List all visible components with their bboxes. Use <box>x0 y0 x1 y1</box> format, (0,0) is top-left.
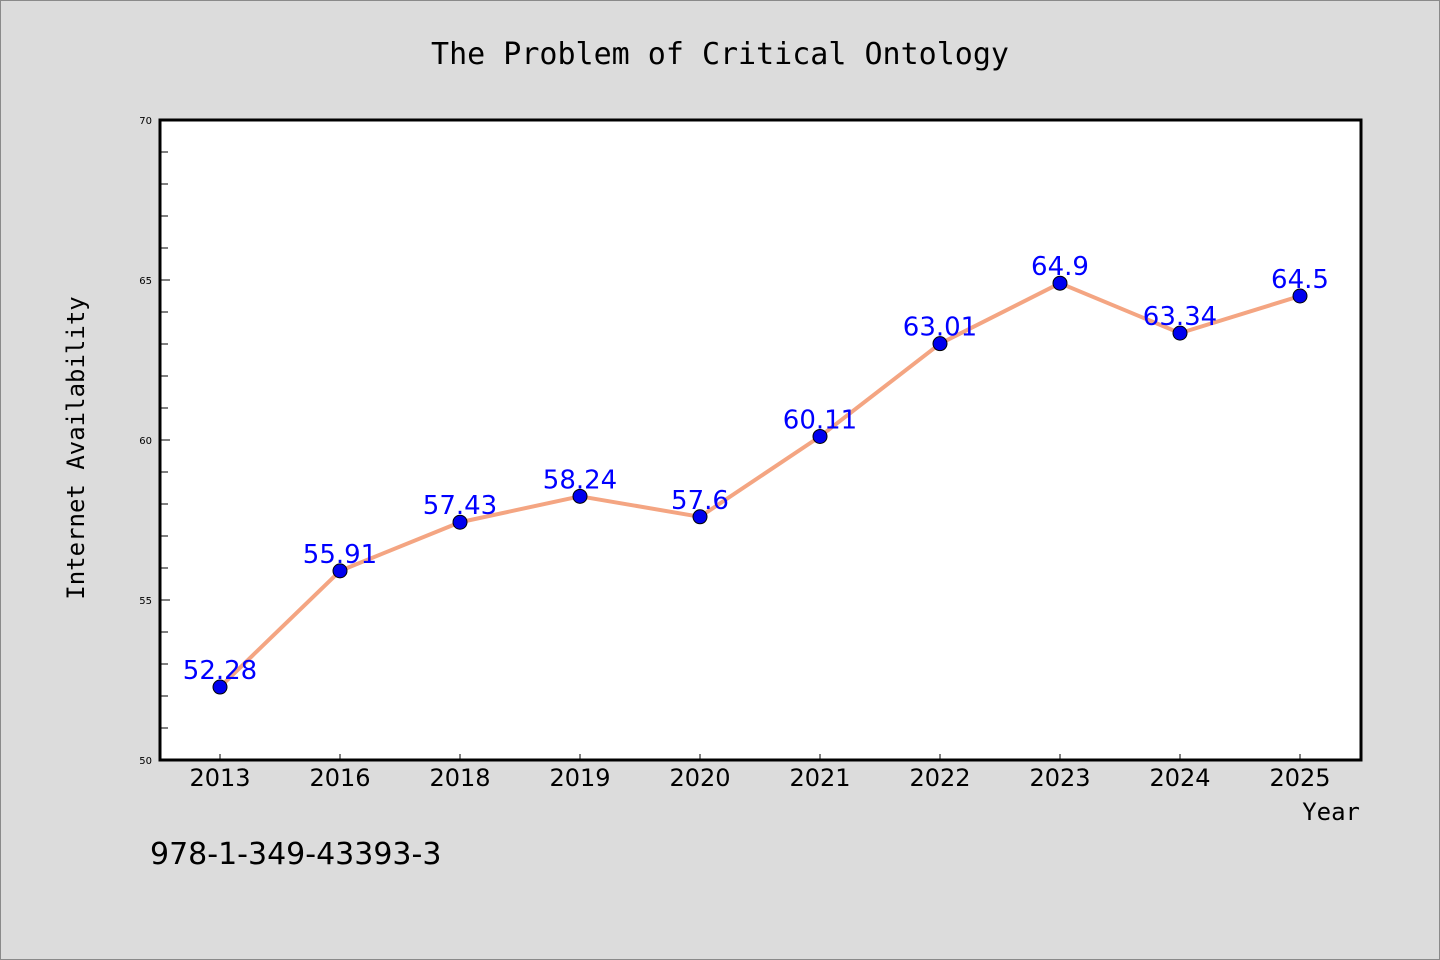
y-tick-label: 50 <box>139 756 152 767</box>
x-tick-label: 2020 <box>669 764 730 792</box>
data-label: 55.91 <box>303 540 377 570</box>
data-label: 57.43 <box>423 491 497 521</box>
x-tick-label: 2024 <box>1149 764 1210 792</box>
x-tick-label: 2013 <box>189 764 250 792</box>
data-point[interactable] <box>812 428 828 444</box>
data-point[interactable] <box>572 488 588 504</box>
data-label: 57.6 <box>671 486 729 516</box>
x-axis: 2013 2016 2018 2019 2020 2021 2022 2023 2024 2025 <box>189 754 1331 792</box>
chart-title: The Problem of Critical Ontology <box>431 37 1009 72</box>
x-axis-label: Year <box>1302 798 1360 826</box>
x-tick-label: 2018 <box>429 764 490 792</box>
data-label: 64.5 <box>1271 265 1329 295</box>
y-axis-label: Internet Availability <box>62 296 90 599</box>
y-tick-label: 70 <box>139 116 152 127</box>
data-point[interactable] <box>932 336 948 352</box>
series-group: 52.28 55.91 57.43 58.24 57.6 60.11 63.01 64.9 63… <box>183 252 1329 695</box>
y-tick-label: 55 <box>139 596 152 607</box>
y-tick-label: 60 <box>139 436 152 447</box>
isbn-footnote: 978-1-349-43393-3 <box>150 837 441 872</box>
data-point[interactable] <box>1172 325 1188 341</box>
data-label: 63.34 <box>1143 302 1217 332</box>
data-label: 64.9 <box>1031 252 1089 282</box>
data-label: 63.01 <box>903 313 977 343</box>
data-label: 58.24 <box>543 465 617 495</box>
x-tick-label: 2016 <box>309 764 370 792</box>
data-point[interactable] <box>212 679 228 695</box>
plot-area <box>158 118 1363 762</box>
x-tick-label: 2023 <box>1029 764 1090 792</box>
data-point[interactable] <box>692 509 708 525</box>
data-label: 60.11 <box>783 405 857 435</box>
y-axis: 50 55 60 65 70 <box>139 116 170 767</box>
x-tick-label: 2019 <box>549 764 610 792</box>
data-point[interactable] <box>1292 288 1308 304</box>
data-point[interactable] <box>1052 275 1068 291</box>
x-tick-label: 2021 <box>789 764 850 792</box>
x-tick-label: 2022 <box>909 764 970 792</box>
data-point[interactable] <box>452 514 468 530</box>
series-line <box>218 281 1302 690</box>
x-tick-label: 2025 <box>1269 764 1330 792</box>
data-label: 52.28 <box>183 656 257 686</box>
y-tick-label: 65 <box>139 276 152 287</box>
data-point[interactable] <box>332 563 348 579</box>
